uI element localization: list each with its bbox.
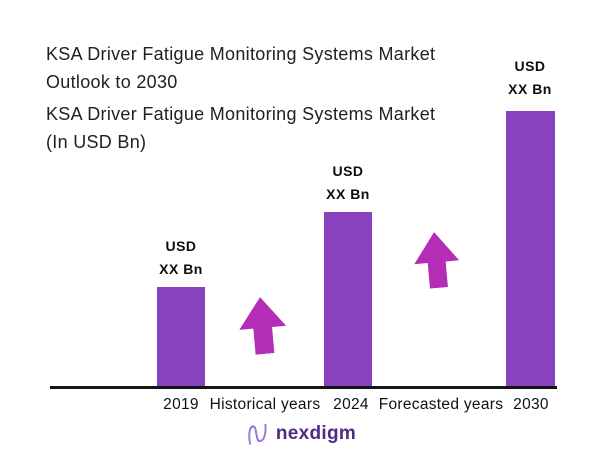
chart-subtitle-line1: KSA Driver Fatigue Monitoring Systems Ma… — [46, 104, 436, 124]
value-label-2019-amount: XX Bn — [159, 261, 203, 277]
nexdigm-logo-text: nexdigm — [275, 423, 357, 444]
nexdigm-logo-icon — [248, 423, 267, 445]
chart-title: KSA Driver Fatigue Monitoring Systems Ma… — [46, 40, 516, 96]
chart-title-line2: Outlook to 2030 — [46, 72, 178, 92]
bar-2019 — [157, 287, 205, 388]
value-label-2019: USD XX Bn — [121, 235, 241, 281]
chart-title-line1: KSA Driver Fatigue Monitoring Systems Ma… — [46, 44, 436, 64]
value-label-2024: USD XX Bn — [288, 160, 408, 206]
value-label-2030-currency: USD — [514, 58, 546, 74]
growth-arrow-forecasted-icon — [412, 230, 462, 290]
chart-subtitle-line2: (In USD Bn) — [46, 132, 147, 152]
bar-2030 — [506, 111, 555, 388]
bar-2024 — [324, 212, 372, 388]
x-tick-2030: 2030 — [513, 396, 549, 413]
x-annotation-forecasted-years: Forecasted years — [378, 396, 504, 413]
growth-arrow-historical-icon — [237, 295, 289, 356]
x-annotation-historical-years: Historical years — [209, 396, 321, 413]
chart-subtitle: KSA Driver Fatigue Monitoring Systems Ma… — [46, 100, 516, 156]
value-label-2030: USD XX Bn — [470, 55, 590, 101]
x-axis-line — [50, 386, 557, 389]
value-label-2030-amount: XX Bn — [508, 81, 552, 97]
value-label-2019-currency: USD — [165, 238, 197, 254]
value-label-2024-amount: XX Bn — [326, 186, 370, 202]
x-tick-2024: 2024 — [333, 396, 369, 413]
value-label-2024-currency: USD — [332, 163, 364, 179]
title-block: KSA Driver Fatigue Monitoring Systems Ma… — [46, 40, 516, 156]
x-tick-2019: 2019 — [163, 396, 199, 413]
nexdigm-logo: nexdigm — [0, 420, 602, 448]
